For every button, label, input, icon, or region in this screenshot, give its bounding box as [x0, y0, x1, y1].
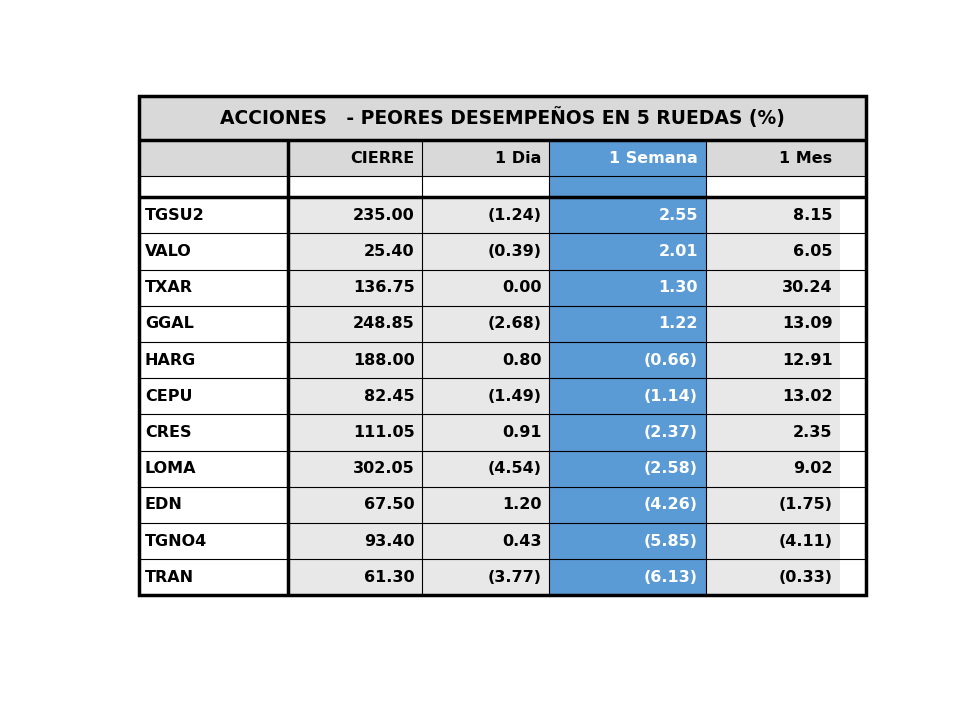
Text: (2.68): (2.68)	[488, 317, 542, 331]
Text: TGNO4: TGNO4	[145, 534, 207, 549]
Text: 25.40: 25.40	[364, 244, 415, 259]
Text: 1 Mes: 1 Mes	[779, 150, 833, 166]
Text: 2.55: 2.55	[659, 208, 698, 223]
Bar	[139, 96, 865, 140]
Bar	[139, 197, 288, 595]
Text: TXAR: TXAR	[145, 280, 193, 295]
Bar	[139, 140, 865, 176]
Text: 1 Dia: 1 Dia	[496, 150, 542, 166]
Text: 82.45: 82.45	[364, 389, 415, 404]
Text: (0.33): (0.33)	[778, 570, 833, 585]
Text: 9.02: 9.02	[793, 462, 833, 476]
Text: 1 Semana: 1 Semana	[610, 150, 698, 166]
Text: 0.00: 0.00	[503, 280, 542, 295]
Text: HARG: HARG	[145, 353, 196, 368]
Text: 13.02: 13.02	[782, 389, 833, 404]
Text: 111.05: 111.05	[353, 425, 415, 440]
Text: CRES: CRES	[145, 425, 191, 440]
Text: 248.85: 248.85	[353, 317, 415, 331]
Bar	[550, 197, 706, 595]
Text: EDN: EDN	[145, 498, 183, 513]
Text: 8.15: 8.15	[793, 208, 833, 223]
Text: 61.30: 61.30	[364, 570, 415, 585]
Text: CIERRE: CIERRE	[350, 150, 415, 166]
Text: 235.00: 235.00	[353, 208, 415, 223]
Bar	[422, 197, 550, 595]
Text: (4.11): (4.11)	[778, 534, 833, 549]
Text: (0.66): (0.66)	[644, 353, 698, 368]
Text: (1.49): (1.49)	[488, 389, 542, 404]
Text: 136.75: 136.75	[353, 280, 415, 295]
Text: 2.01: 2.01	[659, 244, 698, 259]
Text: LOMA: LOMA	[145, 462, 196, 476]
Text: 6.05: 6.05	[793, 244, 833, 259]
Text: (2.37): (2.37)	[644, 425, 698, 440]
Text: 0.91: 0.91	[503, 425, 542, 440]
Text: 302.05: 302.05	[353, 462, 415, 476]
Text: 30.24: 30.24	[782, 280, 833, 295]
Text: (1.75): (1.75)	[778, 498, 833, 513]
Bar	[288, 197, 422, 595]
Text: 2.35: 2.35	[793, 425, 833, 440]
Text: (0.39): (0.39)	[488, 244, 542, 259]
Text: (4.26): (4.26)	[644, 498, 698, 513]
Text: 0.43: 0.43	[503, 534, 542, 549]
Text: 67.50: 67.50	[364, 498, 415, 513]
Bar	[139, 176, 865, 197]
Text: (1.14): (1.14)	[644, 389, 698, 404]
Text: (5.85): (5.85)	[644, 534, 698, 549]
Text: 13.09: 13.09	[782, 317, 833, 331]
Text: (4.54): (4.54)	[488, 462, 542, 476]
Bar	[550, 140, 706, 176]
Text: CEPU: CEPU	[145, 389, 192, 404]
Text: VALO: VALO	[145, 244, 192, 259]
Text: (3.77): (3.77)	[488, 570, 542, 585]
Text: GGAL: GGAL	[145, 317, 194, 331]
Text: 93.40: 93.40	[364, 534, 415, 549]
Text: 1.22: 1.22	[659, 317, 698, 331]
Text: TGSU2: TGSU2	[145, 208, 205, 223]
Text: TRAN: TRAN	[145, 570, 194, 585]
Text: (1.24): (1.24)	[488, 208, 542, 223]
Text: ACCIONES   - PEORES DESEMPEÑOS EN 5 RUEDAS (%): ACCIONES - PEORES DESEMPEÑOS EN 5 RUEDAS…	[220, 107, 785, 128]
Text: 188.00: 188.00	[353, 353, 415, 368]
Text: 1.30: 1.30	[659, 280, 698, 295]
Bar	[550, 197, 706, 595]
Text: 1.20: 1.20	[503, 498, 542, 513]
Bar	[550, 176, 706, 197]
Text: 0.80: 0.80	[503, 353, 542, 368]
Bar	[706, 197, 840, 595]
Text: (6.13): (6.13)	[644, 570, 698, 585]
Text: 12.91: 12.91	[782, 353, 833, 368]
Text: (2.58): (2.58)	[644, 462, 698, 476]
